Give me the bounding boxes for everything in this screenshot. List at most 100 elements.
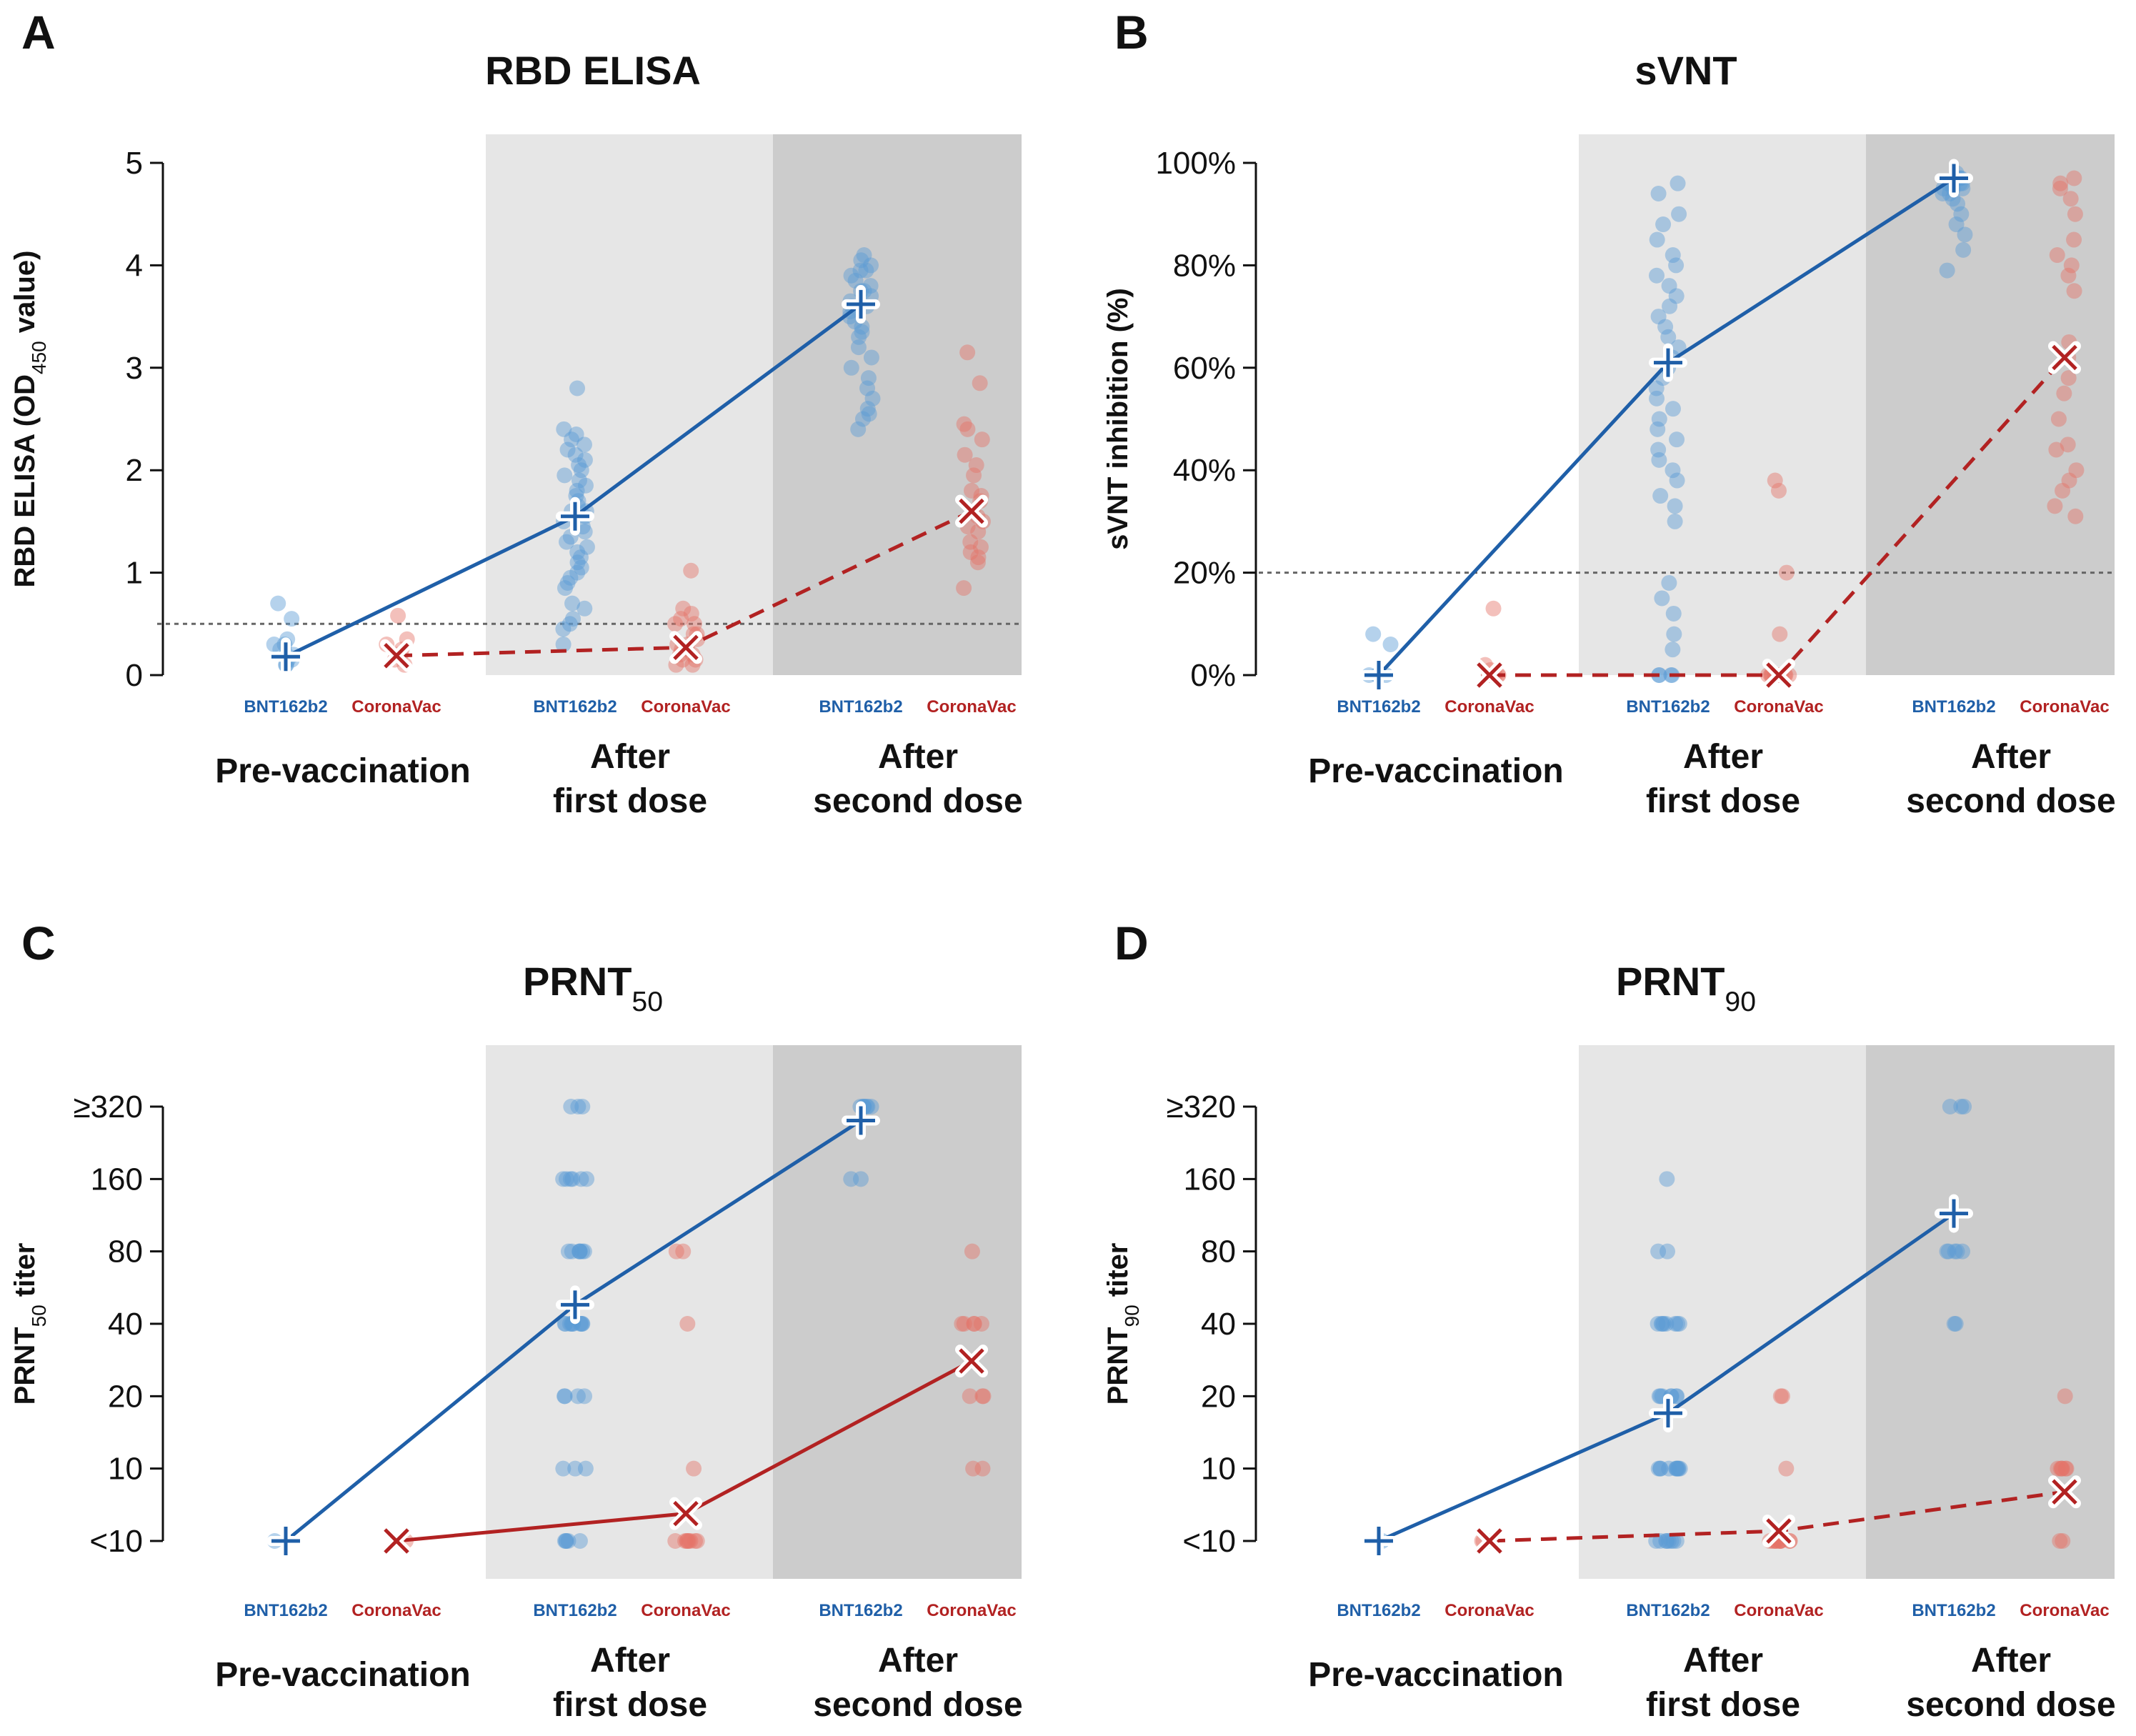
data-point [854,411,871,427]
data-point [2056,385,2072,401]
y-axis-label-group: PRNT90 titer [1102,1243,1143,1405]
data-point [1671,1316,1687,1332]
data-point [1669,1316,1685,1332]
data-point [567,1460,584,1477]
data-point [1649,390,1665,406]
group-label-coronavac: CoronaVac [2020,1601,2109,1620]
data-point [2060,370,2077,386]
data-point [579,1171,595,1187]
y-tick-label: <10 [1182,1524,1236,1559]
data-point [1652,1533,1669,1549]
data-point [559,574,576,591]
y-tick-label: 1 [126,556,143,591]
data-point [563,1099,579,1114]
group-label-coronavac: CoronaVac [641,1601,730,1620]
data-point [954,1316,970,1332]
phase-label: first dose [553,1686,707,1724]
mean-marker-bnt162b2 [266,637,305,677]
mean-marker-coronavac [1762,659,1795,692]
data-point [975,1388,992,1405]
data-point [1669,472,1685,489]
data-point [959,344,976,361]
data-point [1669,1460,1685,1477]
data-point [966,1316,982,1332]
y-axis-label: sVNT inhibition (%) [1102,288,1134,550]
phase-label: After [878,1642,958,1680]
mean-marker-bnt162b2 [1649,343,1687,382]
data-point [1658,1533,1675,1549]
data-point [1650,186,1667,202]
data-point [1670,339,1687,356]
data-point [1663,1533,1680,1549]
data-point [569,1388,586,1405]
y-axis-label-group: RBD ELISA (OD450 value) [9,251,50,588]
data-point [1655,216,1672,233]
y-axis-label-part-1: 90 [1121,1305,1143,1327]
data-point [1655,1316,1672,1332]
shade-after-second-dose [1866,134,2115,675]
data-point [1774,1388,1790,1405]
group-label-coronavac: CoronaVac [927,697,1016,717]
group-label-bnt162b2: BNT162b2 [244,1601,327,1620]
mean-marker-coronavac [2048,1475,2081,1509]
phase-label: first dose [553,782,707,820]
mean-marker-glyph [1766,1518,1792,1544]
data-point [573,462,589,479]
panel-title-part-1: 90 [1725,987,1756,1017]
panel-title-part-0: RBD ELISA [485,48,701,93]
data-point [1772,626,1788,642]
data-point [682,1533,699,1549]
y-axis-label-part-2: titer [9,1243,41,1305]
data-point [555,636,572,652]
data-point [1653,1316,1670,1332]
data-point [679,1533,696,1549]
data-point [572,1533,588,1549]
y-tick-label: 4 [126,248,143,283]
data-point [843,1171,859,1187]
data-point [577,524,593,540]
data-point [972,539,989,555]
group-label-bnt162b2: BNT162b2 [533,1601,617,1620]
data-point [571,457,587,474]
phase-label: After [590,738,670,776]
phase-label: second dose [1906,1686,2115,1724]
data-point [1942,1099,1958,1114]
y-axis-label-part-1: 50 [28,1305,50,1327]
group-label-bnt162b2: BNT162b2 [1337,697,1420,717]
y-axis-label-group: PRNT50 titer [9,1243,50,1405]
phase-label: After [878,738,958,776]
data-point [2066,283,2082,299]
y-axis-label-part-0: PRNT [9,1327,41,1405]
data-point [2060,437,2076,453]
data-point [863,349,879,366]
y-tick-label: 160 [1184,1162,1236,1197]
data-point [1767,472,1783,489]
panel-title: PRNT90 [1616,959,1756,1017]
data-point [2052,175,2069,191]
data-point [564,431,580,448]
data-point [1382,636,1399,652]
group-label-coronavac: CoronaVac [1734,1601,1823,1620]
data-point [854,319,870,335]
mean-marker-glyph [1477,1528,1502,1554]
group-label-coronavac: CoronaVac [927,1601,1016,1620]
data-point [1665,1533,1682,1549]
data-point [1661,574,1677,591]
phase-label: After [1971,738,2051,776]
y-tick-label: 20 [108,1379,143,1414]
y-axis-label-part-0: PRNT [1102,1327,1134,1405]
data-point [2066,231,2082,248]
data-point [569,564,586,581]
panel-title-part-0: PRNT [1616,959,1725,1004]
y-axis-label: RBD ELISA (OD450 value) [9,251,50,588]
data-point [572,1243,588,1259]
data-point [2052,1533,2068,1549]
data-point [1649,267,1665,284]
mean-marker-glyph [561,502,589,531]
data-point [667,1533,684,1549]
mean-marker-coronavac [1473,659,1506,692]
data-point [2052,180,2068,196]
y-tick-label: 0% [1190,658,1236,693]
data-point [557,1388,573,1405]
data-point [843,359,859,376]
